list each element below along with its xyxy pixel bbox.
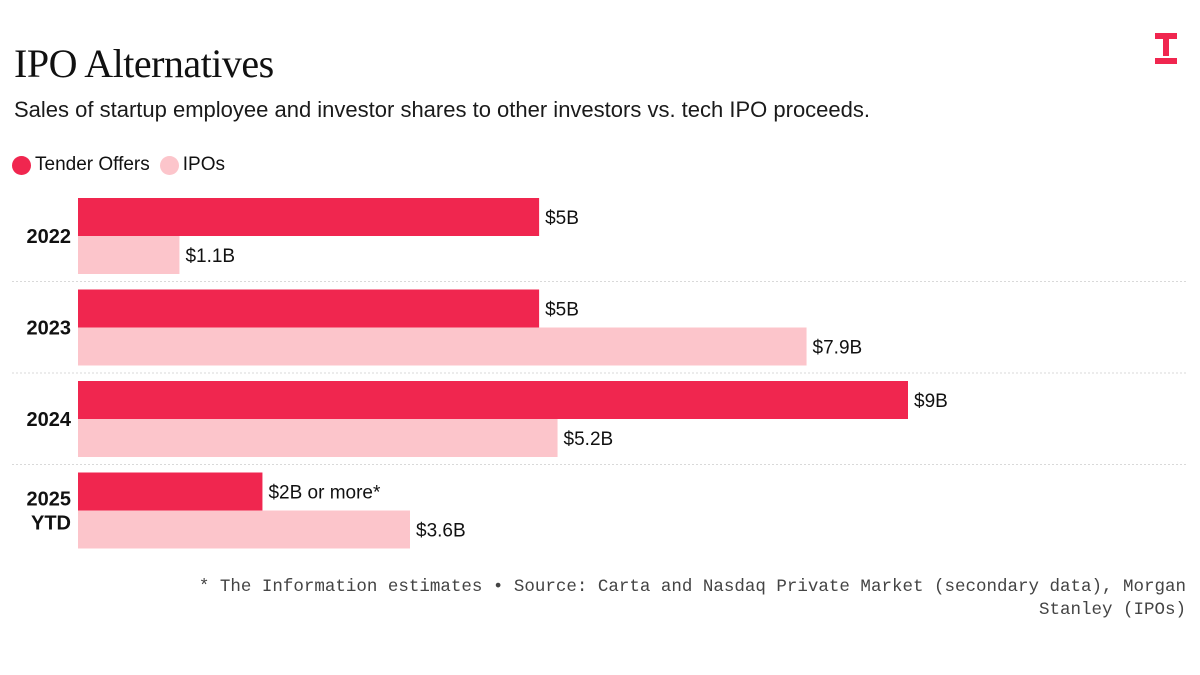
category-label: 2023 (27, 318, 72, 340)
category-label-line: 2023 (27, 318, 72, 340)
category-label-line: 2024 (27, 409, 72, 431)
legend-label: Tender Offers (35, 154, 150, 175)
bar-value-label: $5.2B (564, 429, 614, 450)
bar-chart: 2022 $5B $1.1B 2023 $5B $7.9B 2024 $9B $5.2B 2025… (12, 198, 1188, 549)
ipos-bar (78, 510, 410, 549)
tender-offers-bar (78, 381, 908, 419)
category-label: 2025 YTD (27, 489, 72, 535)
category-label-line: 2025 (27, 489, 72, 511)
bar-value-label: $5B (545, 208, 579, 229)
bar-value-label: $5B (545, 300, 579, 321)
footnote-line: Stanley (IPOs) (1038, 600, 1186, 620)
bar-value-label: $3.6B (416, 521, 466, 542)
tender-offers-bar (78, 198, 540, 236)
legend-label: IPOs (182, 154, 225, 175)
category-label: 2022 (27, 226, 72, 248)
the-information-logo-icon (1155, 33, 1177, 64)
category-label: 2024 (27, 409, 72, 431)
ipos-swatch-icon (159, 155, 179, 175)
legend-item-tender-offers: Tender Offers (12, 154, 150, 176)
chart-title: IPO Alternatives (14, 41, 274, 86)
source-footnote: * The Information estimates • Source: Ca… (66, 576, 1186, 622)
tender-offers-bar (78, 472, 263, 511)
category-label-line: YTD (31, 513, 71, 535)
tender-offers-swatch-icon (12, 155, 31, 175)
ipos-bar (78, 419, 558, 457)
bar-value-label: $7.9B (813, 338, 863, 359)
bar-value-label: $1.1B (185, 246, 235, 267)
ipos-bar (78, 327, 807, 366)
ipos-bar (78, 236, 180, 274)
bar-value-label: $9B (914, 391, 948, 412)
tender-offers-bar (78, 289, 540, 328)
footnote-line: * The Information estimates • Source: Ca… (198, 577, 1186, 597)
bar-value-label: $2B or more* (268, 483, 381, 504)
chart-subtitle: Sales of startup employee and investor s… (14, 97, 870, 122)
category-label-line: 2022 (27, 226, 72, 248)
chart-legend: Tender Offers IPOs (12, 154, 235, 176)
legend-item-ipos: IPOs (159, 154, 225, 176)
